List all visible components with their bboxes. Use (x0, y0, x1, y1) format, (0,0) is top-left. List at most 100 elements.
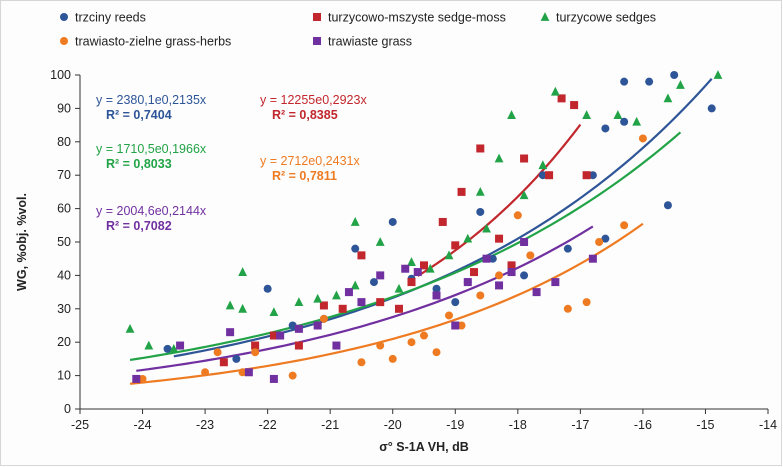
data-point (463, 278, 472, 287)
x-tick-label: -17 (571, 418, 589, 432)
y-tick-label: 20 (57, 335, 71, 349)
data-point (238, 303, 248, 313)
data-point (125, 323, 135, 333)
data-point (332, 341, 341, 350)
data-point (488, 254, 497, 263)
y-axis-title: WG, %obj. %vol. (15, 193, 29, 291)
x-tick-label: -18 (509, 418, 527, 432)
y-tick-label: 40 (57, 268, 71, 282)
data-point (420, 331, 428, 340)
trendline-equation: y = 2380,1e0,2135x (96, 93, 207, 107)
data-point (519, 190, 529, 200)
data-point (375, 237, 385, 246)
trendline (173, 78, 713, 358)
data-point (276, 331, 285, 340)
data-point (550, 86, 560, 96)
data-point (476, 207, 485, 216)
data-point (357, 358, 366, 367)
data-point (538, 160, 548, 170)
data-point (251, 341, 260, 350)
legend-label: turzycowe sedges (556, 11, 656, 25)
data-point (563, 244, 572, 253)
data-point (144, 340, 154, 350)
y-tick-label: 10 (57, 369, 71, 383)
data-point (169, 343, 179, 353)
x-tick-label: -24 (134, 418, 152, 432)
data-point (538, 171, 547, 180)
data-point (394, 283, 404, 293)
data-point (369, 278, 378, 287)
legend-marker (540, 12, 550, 21)
data-point (463, 233, 473, 243)
x-tick-label: -21 (321, 418, 339, 432)
legend-label: trawiaste grass (328, 35, 412, 49)
data-point (476, 291, 485, 300)
data-point (251, 348, 260, 357)
trendline (136, 225, 594, 372)
data-point (376, 271, 385, 280)
legend-marker (313, 37, 321, 45)
data-point (457, 321, 466, 330)
x-tick-label: -15 (696, 418, 714, 432)
legend-marker (60, 13, 68, 21)
data-point (357, 298, 366, 307)
trendline-r-squared: R² = 0,8033 (106, 157, 172, 171)
data-points (125, 70, 723, 383)
data-point (407, 278, 416, 287)
data-point (388, 354, 397, 363)
data-point (507, 268, 516, 277)
data-point (588, 171, 597, 180)
data-point (545, 171, 554, 180)
data-point (313, 293, 323, 303)
y-tick-label: 50 (57, 235, 71, 249)
data-point (407, 338, 416, 347)
data-point (457, 187, 466, 196)
trendline (417, 123, 582, 277)
legend: trzciny reeds turzycowo-mszyste sedge-mos… (60, 11, 656, 49)
data-point (401, 264, 410, 273)
data-point (288, 321, 297, 330)
data-point (232, 354, 241, 363)
data-point (319, 301, 328, 310)
data-point (482, 223, 491, 233)
data-point (132, 374, 141, 383)
data-point (588, 254, 597, 263)
data-point (670, 71, 679, 79)
legend-marker (313, 13, 321, 21)
data-point (438, 217, 447, 226)
data-point (313, 321, 322, 330)
data-point (495, 234, 504, 243)
data-point (420, 261, 428, 270)
y-tick-label: 30 (57, 302, 71, 316)
data-point (344, 288, 353, 297)
x-tick-label: -20 (384, 418, 402, 432)
data-point (520, 154, 529, 163)
data-point (244, 368, 253, 377)
x-tick-label: -23 (196, 418, 214, 432)
data-point (263, 284, 272, 293)
data-point (394, 304, 403, 313)
trendline-r-squared: R² = 0,8385 (272, 108, 338, 122)
x-axis-title: σ° S-1A VH, dB (379, 440, 468, 454)
legend-marker (60, 37, 68, 45)
data-point (613, 110, 623, 119)
x-tick-label: -19 (446, 418, 464, 432)
data-point (676, 80, 685, 89)
data-point (482, 254, 491, 263)
trendline-r-squared: R² = 0,7082 (106, 219, 172, 233)
data-point (445, 311, 454, 320)
trendline-equation: y = 1710,5e0,1966x (96, 142, 207, 156)
data-point (494, 153, 504, 163)
x-tick-label: -22 (259, 418, 277, 432)
data-point (563, 304, 572, 313)
data-point (582, 298, 591, 307)
data-point (451, 321, 460, 330)
data-point (238, 368, 247, 377)
data-point (432, 284, 441, 293)
data-point (451, 298, 460, 307)
x-tick-label: -25 (71, 418, 89, 432)
data-point (388, 217, 397, 226)
